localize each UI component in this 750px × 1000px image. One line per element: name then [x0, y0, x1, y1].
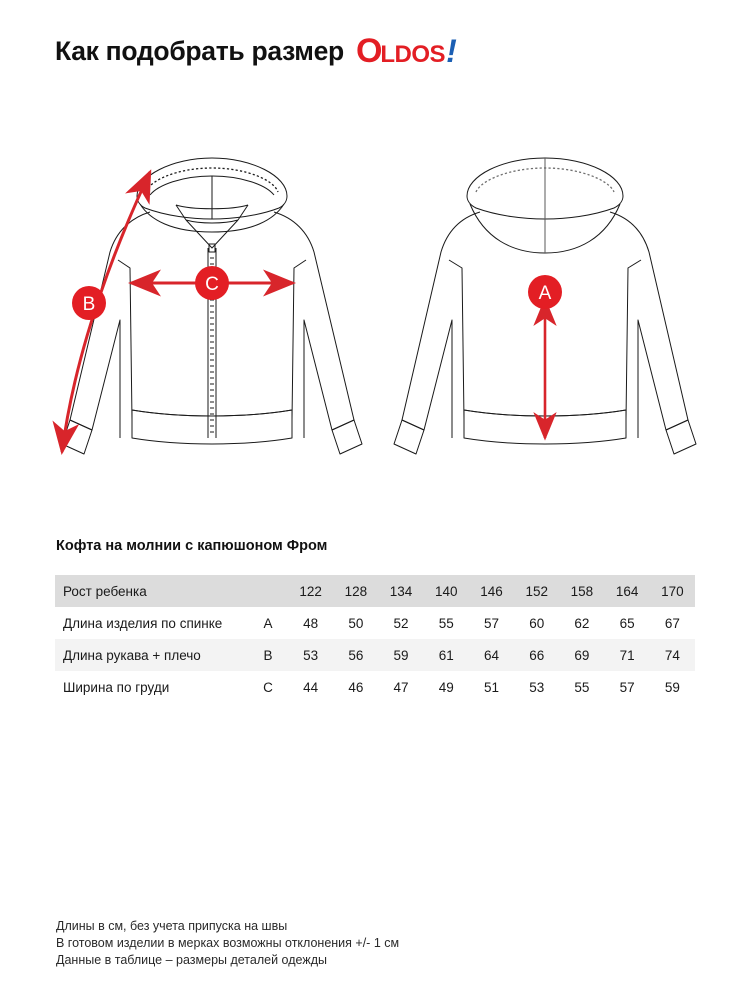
size-table: Рост ребенка 122 128 134 140 146 152 158… [55, 575, 695, 703]
row-value: 47 [393, 679, 409, 695]
measure-arrow-b [52, 169, 152, 455]
row-value: 61 [438, 647, 454, 663]
row-value: 48 [303, 615, 319, 631]
size-column-header: 152 [525, 583, 548, 599]
row-value: 66 [529, 647, 545, 663]
row-value: 59 [664, 679, 680, 695]
row-key: C [263, 679, 273, 695]
marker-badge-a: A [528, 275, 562, 309]
marker-label-c: C [205, 274, 219, 295]
row-value: 51 [483, 679, 499, 695]
row-key: B [263, 647, 273, 663]
table-header-label: Рост ребенка [63, 583, 147, 599]
marker-label-a: A [539, 283, 552, 304]
row-value: 46 [348, 679, 364, 695]
row-value: 53 [529, 679, 545, 695]
row-value: 62 [574, 615, 590, 631]
page-header: Как подобрать размер O LDOS ! [55, 28, 695, 74]
footnote-line: В готовом изделии в мерках возможны откл… [56, 936, 400, 950]
row-value: 50 [348, 615, 364, 631]
logo-exclamation: ! [446, 33, 457, 69]
row-value: 69 [574, 647, 590, 663]
row-value: 57 [619, 679, 635, 695]
size-column-header: 146 [480, 583, 503, 599]
product-title: Кофта на молнии с капюшоном Фром [56, 538, 328, 554]
row-value: 49 [438, 679, 454, 695]
table-header-row: Рост ребенка 122 128 134 140 146 152 158… [55, 575, 695, 607]
table-row: Ширина по груди C 44 46 47 49 51 53 55 5… [55, 671, 695, 703]
row-value: 53 [303, 647, 319, 663]
size-column-header: 170 [661, 583, 684, 599]
marker-badge-b: B [72, 286, 106, 320]
page-title: Как подобрать размер [55, 35, 344, 66]
row-value: 59 [393, 647, 409, 663]
row-value: 74 [664, 647, 680, 663]
row-value: 67 [664, 615, 680, 631]
logo-letter-o: O [355, 32, 382, 70]
row-value: 71 [619, 647, 635, 663]
row-value: 57 [483, 615, 499, 631]
size-column-header: 140 [435, 583, 458, 599]
size-column-header: 158 [570, 583, 594, 599]
row-value: 56 [348, 647, 364, 663]
size-column-header: 122 [299, 583, 322, 599]
table-header-key [248, 575, 288, 607]
footnote-line: Длины в см, без учета припуска на швы [56, 919, 288, 933]
footnote-line: Данные в таблице – размеры деталей одежд… [56, 953, 327, 967]
row-value: 55 [574, 679, 590, 695]
row-label: Длина рукава + плечо [63, 647, 201, 663]
oldos-logo: O LDOS ! [356, 34, 457, 68]
row-key: A [263, 615, 273, 631]
footnotes: Длины в см, без учета припуска на швы В … [56, 918, 399, 969]
size-column-header: 134 [389, 583, 413, 599]
row-value: 52 [393, 615, 409, 631]
front-view-garment [61, 157, 363, 455]
table-row: Длина изделия по спинке A 48 50 52 55 57… [55, 607, 695, 639]
logo-letters-ldos: LDOS [380, 41, 446, 68]
size-column-header: 164 [615, 583, 639, 599]
row-value: 44 [303, 679, 319, 695]
garment-illustrations: C B A [0, 120, 750, 500]
row-value: 64 [483, 647, 499, 663]
marker-label-b: B [83, 294, 96, 315]
table-row: Длина рукава + плечо B 53 56 59 61 64 66… [55, 639, 695, 671]
row-label: Длина изделия по спинке [63, 615, 223, 631]
row-label: Ширина по груди [63, 679, 170, 695]
size-column-header: 128 [344, 583, 368, 599]
row-value: 55 [438, 615, 454, 631]
row-value: 65 [619, 615, 635, 631]
row-value: 60 [529, 615, 545, 631]
marker-badge-c: C [195, 266, 229, 300]
